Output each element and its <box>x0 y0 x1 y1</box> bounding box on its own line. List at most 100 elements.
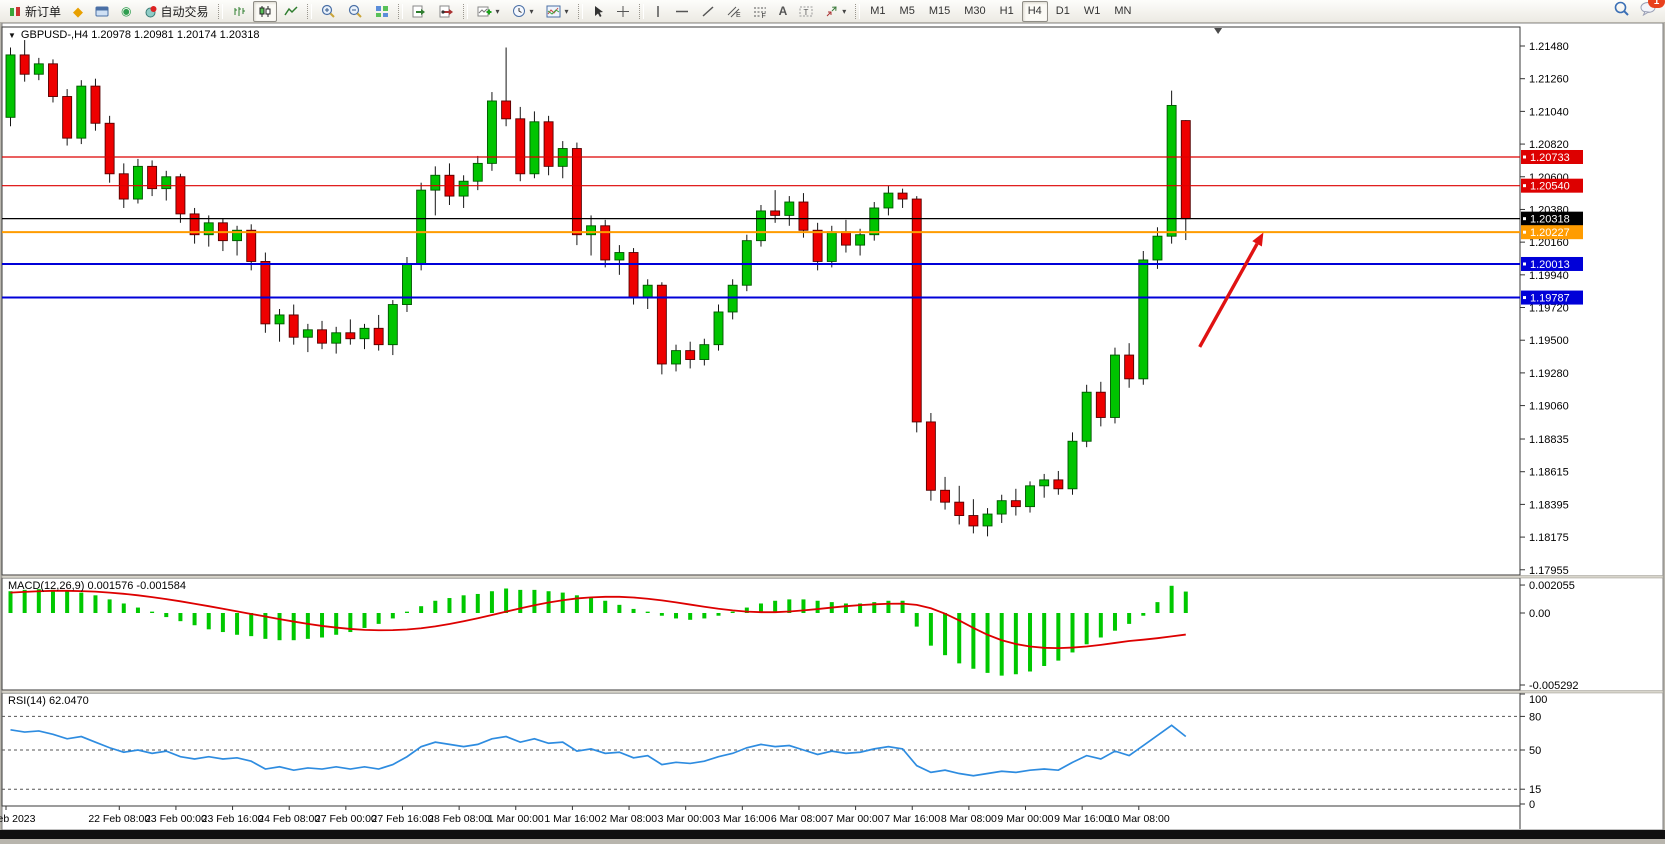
new-chart-button[interactable]: ▾ <box>472 1 505 22</box>
tile-windows-button[interactable] <box>370 1 394 22</box>
search-button[interactable] <box>1614 1 1630 21</box>
time-tick-label: 6 Mar 08:00 <box>771 813 827 825</box>
auto-arrange-button[interactable] <box>407 1 432 22</box>
panel-splitter[interactable] <box>1 575 1664 579</box>
candle <box>1095 391 1106 418</box>
price-tag-label: 1.20318 <box>1530 214 1570 226</box>
tf-m5[interactable]: M5 <box>894 1 921 22</box>
price-tag-anchor <box>1523 155 1526 159</box>
candle <box>48 63 58 97</box>
fibonacci-button[interactable]: F <box>748 1 772 22</box>
trend-arrow-shaft[interactable] <box>1198 243 1259 348</box>
candle <box>954 501 965 516</box>
candlestick-chart-button[interactable] <box>252 0 277 22</box>
new-order-button-label: 新订单 <box>25 4 62 19</box>
trend-arrow-head[interactable] <box>1252 232 1264 247</box>
toolbar-group-handle[interactable] <box>855 3 861 19</box>
signals-button[interactable]: ◉ <box>116 1 136 22</box>
crosshair-icon <box>616 5 630 18</box>
chart-dropdown-icon[interactable]: ▼ <box>8 30 16 40</box>
time-tick-label: 3 Mar 16:00 <box>714 813 770 825</box>
main-price-panel <box>1 26 1521 576</box>
label-button[interactable]: T <box>794 1 818 22</box>
candle <box>5 54 16 118</box>
tf-h1-label: H1 <box>999 5 1014 17</box>
tf-mn[interactable]: MN <box>1108 1 1137 22</box>
tf-m1[interactable]: M1 <box>864 1 891 22</box>
template-icon <box>546 5 561 18</box>
cursor-button[interactable] <box>587 1 609 22</box>
shapes-button[interactable]: ▾ <box>820 1 851 22</box>
autotrading-button[interactable]: 自动交易 <box>139 1 214 22</box>
candle <box>1010 500 1021 508</box>
hline-button[interactable] <box>670 1 694 22</box>
chart-shift-marker[interactable] <box>1214 28 1223 34</box>
channel-button[interactable]: E <box>722 1 746 22</box>
candle <box>387 304 398 346</box>
candle <box>19 54 30 75</box>
chevron-down-icon: ▾ <box>564 6 569 16</box>
candle <box>600 225 611 261</box>
zoom-out-button[interactable] <box>343 1 368 22</box>
candle <box>982 513 993 527</box>
crosshair-button[interactable] <box>611 1 635 22</box>
trendline-button[interactable] <box>696 1 720 22</box>
toolbar-group-handle[interactable] <box>397 3 403 19</box>
price-tag-anchor <box>1523 230 1526 234</box>
tf-m30[interactable]: M30 <box>958 1 991 22</box>
zoom-in-button[interactable] <box>316 1 341 22</box>
template-button[interactable]: ▾ <box>541 1 574 22</box>
tf-w1[interactable]: W1 <box>1078 1 1107 22</box>
candle <box>1025 485 1035 508</box>
toolbar-group-handle[interactable] <box>217 3 223 19</box>
candle <box>770 210 781 216</box>
line-chart-button[interactable] <box>279 1 303 22</box>
candle <box>1124 354 1135 380</box>
tf-m1-label: M1 <box>870 5 886 17</box>
tf-m15-label: M15 <box>928 5 951 17</box>
tf-h4[interactable]: H4 <box>1021 0 1048 22</box>
price-tick-label: 1.19060 <box>1529 401 1569 413</box>
candle <box>302 329 313 338</box>
rsi-tick-label: 80 <box>1529 711 1541 723</box>
period-button[interactable]: ▾ <box>507 1 539 22</box>
price-tag-label: 1.20013 <box>1530 259 1570 271</box>
svg-text:F: F <box>761 13 765 18</box>
bar-chart-button[interactable] <box>227 1 251 22</box>
terminal-button[interactable] <box>90 1 114 22</box>
toolbar-group-handle[interactable] <box>577 3 583 19</box>
toolbar-group-handle[interactable] <box>306 3 312 19</box>
track-icon <box>439 5 454 18</box>
new-order-button[interactable]: 新订单 <box>4 1 66 22</box>
rsi-tick-label: 100 <box>1529 694 1547 706</box>
tf-d1-label: D1 <box>1055 5 1070 17</box>
candle <box>161 176 172 190</box>
price-tag <box>1521 178 1583 193</box>
candle <box>486 100 497 164</box>
market-watch-button[interactable]: ◆ <box>68 1 88 22</box>
candle <box>713 311 724 346</box>
candle <box>784 201 795 216</box>
track-chart-button[interactable] <box>434 1 459 22</box>
rsi-indicator-label: RSI(14) 62.0470 <box>8 695 89 707</box>
text-button[interactable]: A <box>774 1 793 22</box>
arrange-icon <box>412 5 427 18</box>
price-tick-label: 1.19940 <box>1529 270 1569 282</box>
toolbar-group-handle[interactable] <box>462 3 468 19</box>
gold-diamond-icon: ◆ <box>73 3 84 19</box>
tf-m15[interactable]: M15 <box>923 1 956 22</box>
vline-button[interactable] <box>648 1 668 22</box>
price-tick-label: 1.21040 <box>1529 106 1569 118</box>
clock-icon <box>512 4 526 18</box>
time-tick-label: 27 Feb 00:00 <box>315 813 377 825</box>
notifications-button[interactable]: 1 <box>1640 0 1665 21</box>
toolbar-group-handle[interactable] <box>638 3 644 19</box>
price-tick-label: 1.20160 <box>1529 237 1569 249</box>
candle <box>33 63 44 75</box>
panel-splitter[interactable] <box>1 690 1664 694</box>
tf-d1[interactable]: D1 <box>1050 1 1076 22</box>
time-tick-label: 7 Mar 00:00 <box>828 813 884 825</box>
tf-h1[interactable]: H1 <box>994 1 1020 22</box>
time-tick-label: 3 Mar 00:00 <box>658 813 714 825</box>
